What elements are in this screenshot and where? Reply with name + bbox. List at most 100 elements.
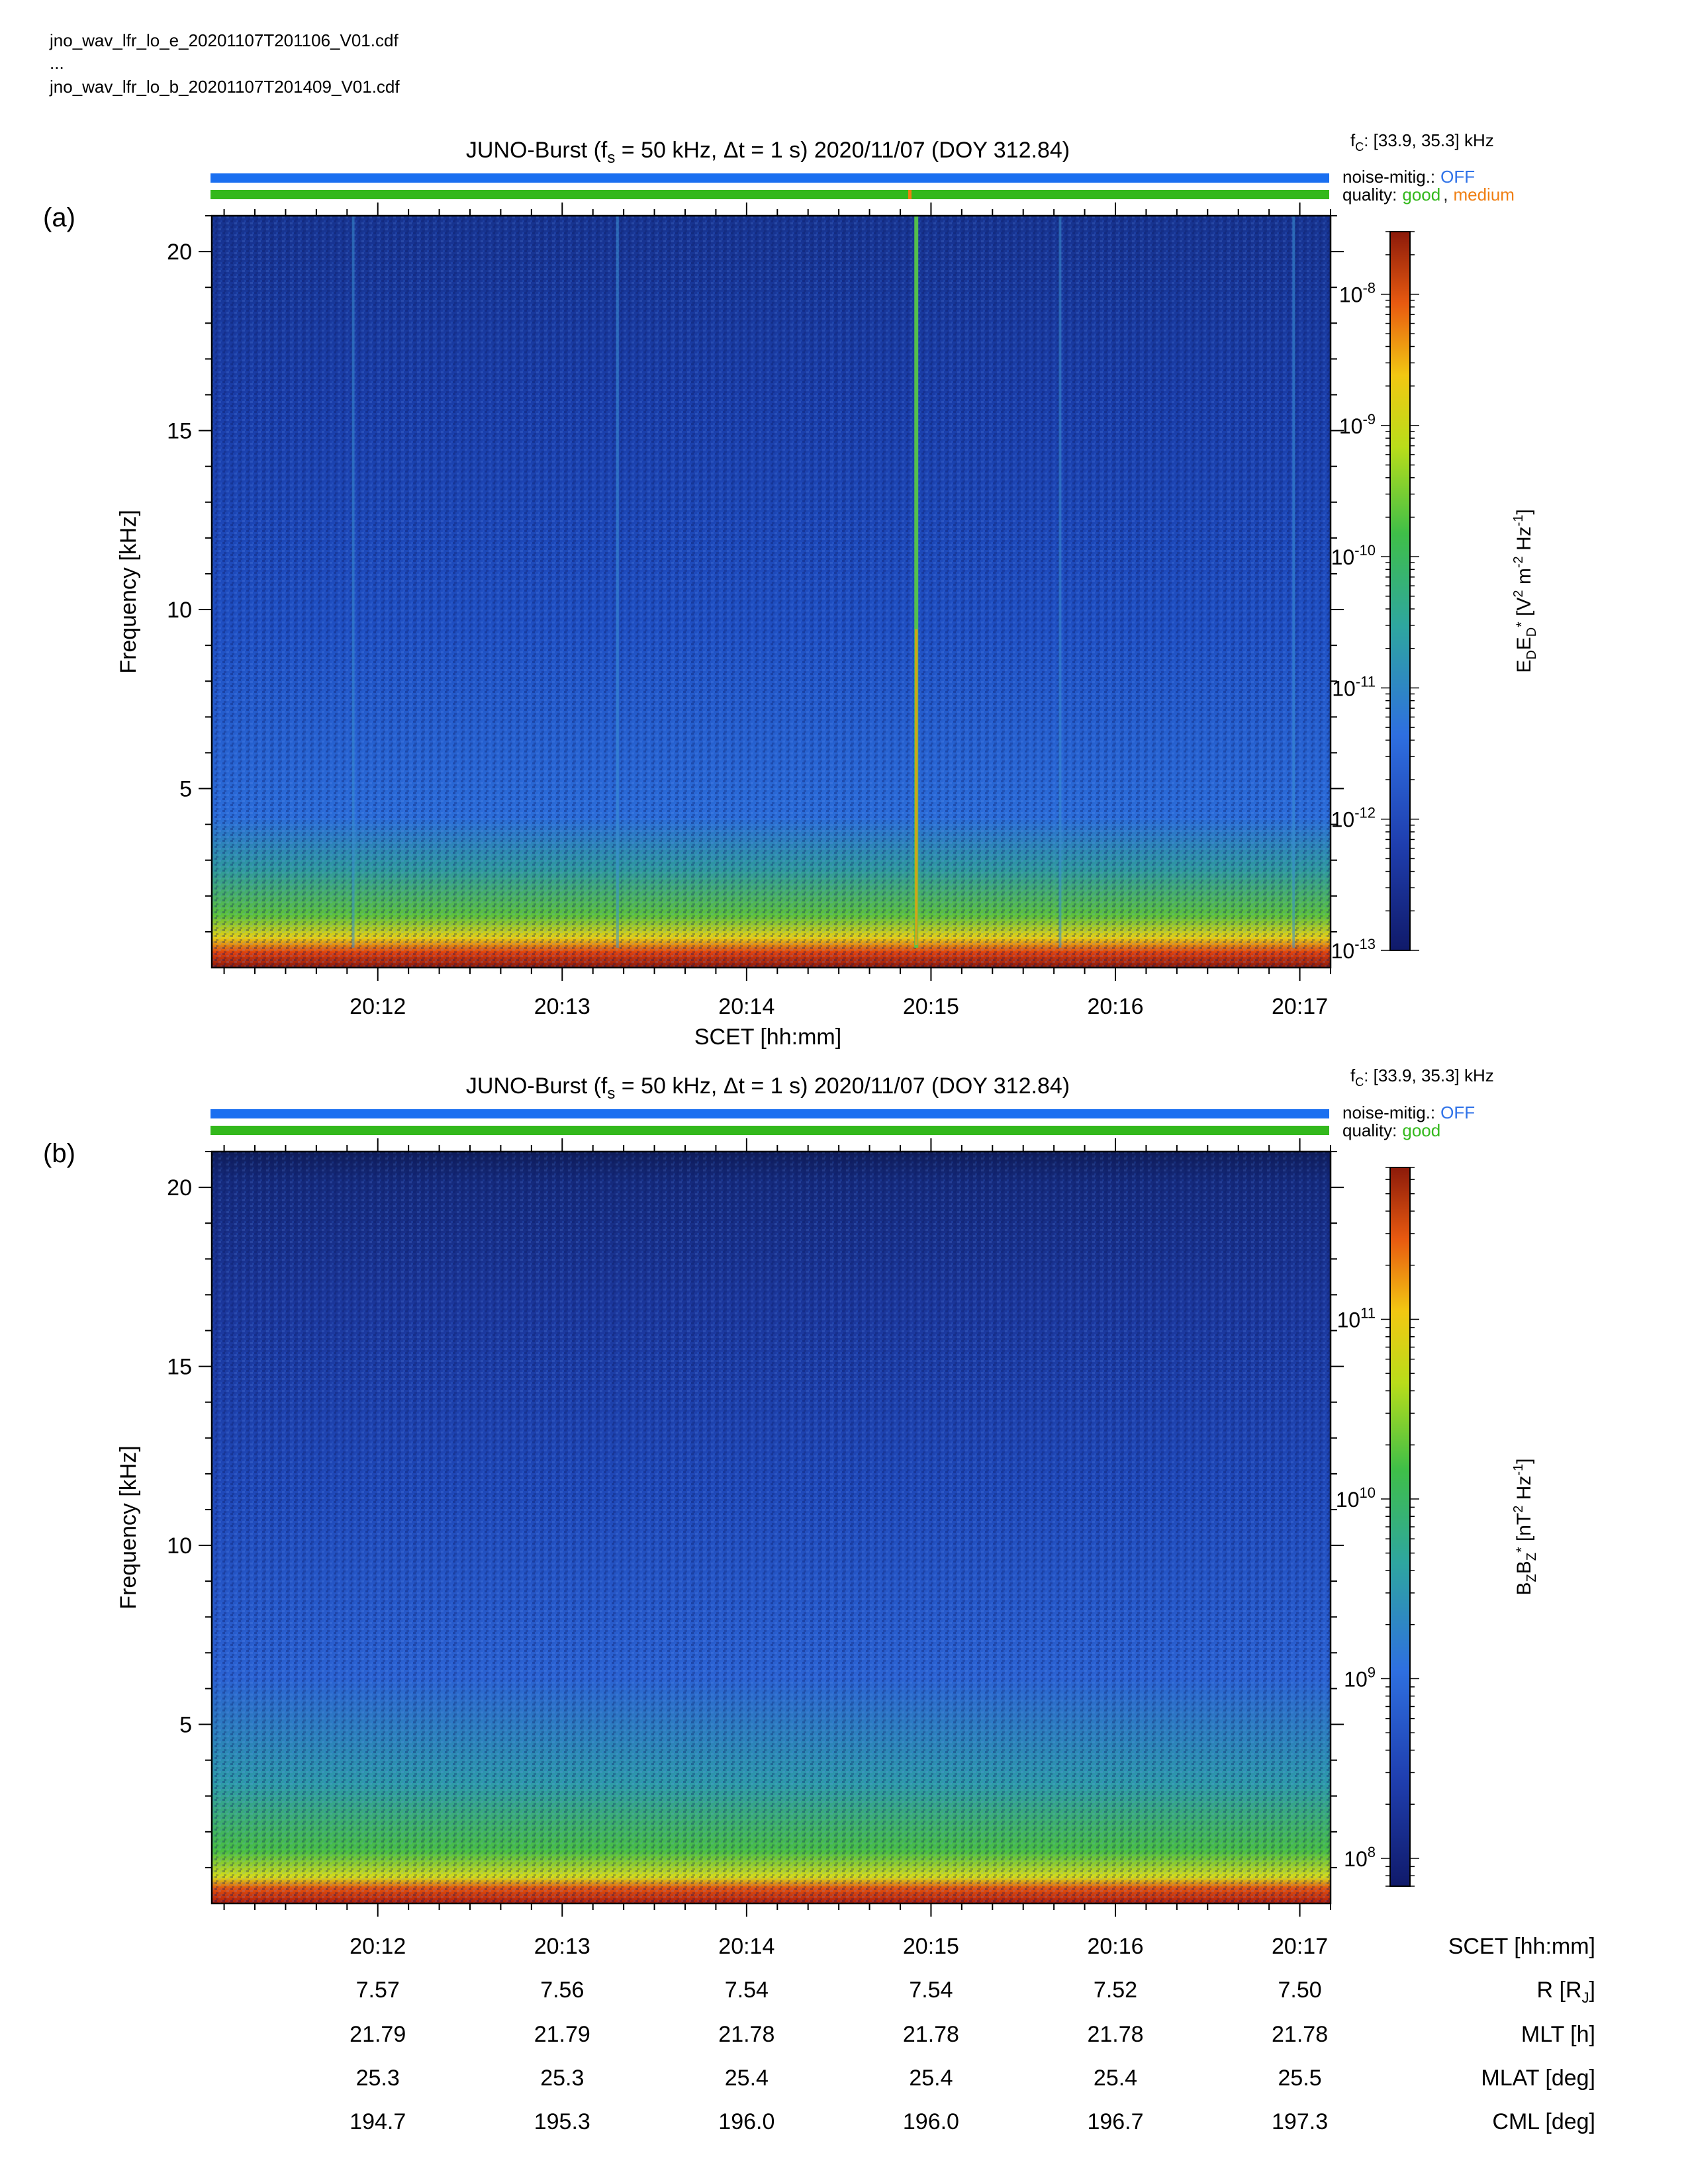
file-name-e: jno_wav_lfr_lo_e_20201107T201106_V01.cdf — [50, 30, 399, 50]
x-tick-label: 20:17 — [1272, 994, 1328, 1019]
ephemeris-cell: 21.78 — [1272, 2022, 1328, 2047]
panel-a-label: (a) — [43, 203, 75, 232]
bright-line — [1292, 216, 1295, 948]
ephemeris-row-label: MLAT [deg] — [1481, 2066, 1595, 2091]
x-tick-label: 20:13 — [534, 994, 590, 1019]
ephemeris-cell: 196.0 — [903, 2109, 959, 2134]
y-tick-label: 15 — [167, 1355, 192, 1380]
colorbar-tick-label: 10-9 — [1339, 411, 1376, 438]
colorbar-tick-label: 1011 — [1337, 1304, 1376, 1332]
y-tick-label: 5 — [179, 1713, 192, 1738]
panel-b: JUNO-Burst (fs = 50 kHz, Δt = 1 s) 2020/… — [43, 1066, 1539, 1917]
panel-b-colorbar-ticks: 1011 1010 109 108 — [1336, 1167, 1419, 1887]
bright-line — [616, 216, 619, 948]
ephemeris-cell: 7.50 — [1278, 1978, 1321, 2003]
y-tick-label: 10 — [167, 598, 192, 623]
y-tick-label: 10 — [167, 1533, 192, 1559]
ephemeris-cell: 7.57 — [356, 1978, 400, 2003]
y-tick-label: 20 — [167, 240, 192, 265]
bright-line — [352, 216, 355, 948]
ephemeris-cell: 7.56 — [540, 1978, 584, 2003]
ephemeris-cell: 25.4 — [909, 2066, 953, 2091]
ephemeris-cell: 25.3 — [540, 2066, 584, 2091]
panel-a-fc: fC: [33.9, 35.3] kHz — [1350, 130, 1494, 154]
panel-a-axes: 5 10 15 20 20:12 20:13 20:14 20:15 20:16 20:17 — [167, 203, 1344, 1019]
x-tick-label: 20:16 — [1087, 994, 1143, 1019]
file-name-b: jno_wav_lfr_lo_b_20201107T201409_V01.cdf — [50, 77, 400, 97]
y-tick-label: 20 — [167, 1175, 192, 1201]
ephemeris-cell: 195.3 — [534, 2109, 590, 2134]
panel-a-ylabel: Frequency [kHz] — [116, 510, 141, 674]
ephemeris-cell: 7.54 — [725, 1978, 769, 2003]
ephemeris-row-label: SCET [hh:mm] — [1448, 1934, 1595, 1959]
panel-a: JUNO-Burst (fs = 50 kHz, Δt = 1 s) 2020/… — [43, 130, 1539, 1050]
panel-a-title: JUNO-Burst (fs = 50 kHz, Δt = 1 s) 2020/… — [466, 138, 1070, 167]
ephemeris-cell: 25.5 — [1278, 2066, 1321, 2091]
ephemeris-row-label: CML [deg] — [1492, 2109, 1595, 2134]
panel-b-fc: fC: [33.9, 35.3] kHz — [1350, 1066, 1494, 1089]
panel-b-title: JUNO-Burst (fs = 50 kHz, Δt = 1 s) 2020/… — [466, 1073, 1070, 1103]
panel-b-axes: 5 10 15 20 — [167, 1138, 1344, 1917]
ephemeris-cell: 196.0 — [718, 2109, 774, 2134]
ephemeris-cell: 194.7 — [350, 2109, 406, 2134]
ephemeris-cell: 21.78 — [903, 2022, 959, 2047]
ephemeris-cell: 21.79 — [350, 2022, 406, 2047]
colorbar-tick-label: 10-8 — [1339, 280, 1376, 307]
panel-a-quality-legend: quality: good, medium — [1342, 185, 1515, 205]
panel-b-colorbar-label: BZBZ* [nT2 Hz-1] — [1511, 1459, 1539, 1596]
panel-a-quality-medium-mark — [908, 190, 912, 199]
panel-b-noise-bar — [211, 1109, 1329, 1118]
panel-a-noise-bar — [211, 173, 1329, 183]
panel-a-frame — [211, 214, 1332, 969]
colorbar-tick-label: 109 — [1344, 1664, 1376, 1691]
panel-b-label: (b) — [43, 1139, 75, 1168]
panel-a-bright-lines — [352, 216, 1295, 948]
ephemeris-cell: 20:12 — [350, 1934, 406, 1959]
panel-a-colorbar-label: EDED* [V2 m-2 Hz-1] — [1511, 509, 1539, 673]
colorbar-tick-label: 10-11 — [1332, 673, 1376, 700]
ephemeris-cell: 25.4 — [725, 2066, 769, 2091]
panel-b-ylabel: Frequency [kHz] — [116, 1445, 141, 1610]
panel-b-quality-legend: quality: good — [1342, 1120, 1440, 1140]
ephemeris-cell: 21.78 — [1087, 2022, 1143, 2047]
y-tick-label: 5 — [179, 777, 192, 802]
colorbar-tick-label: 10-10 — [1331, 542, 1376, 569]
ephemeris-table: 20:12 20:13 20:14 20:15 20:16 20:17 SCET [hh:m… — [350, 1934, 1595, 2134]
ephemeris-cell: 196.7 — [1087, 2109, 1143, 2134]
bright-line — [1058, 216, 1062, 948]
y-tick-label: 15 — [167, 419, 192, 444]
ephemeris-cell: 21.78 — [718, 2022, 774, 2047]
panel-a-xlabel: SCET [hh:mm] — [694, 1024, 841, 1050]
x-tick-label: 20:14 — [718, 994, 774, 1019]
ephemeris-cell: 20:15 — [903, 1934, 959, 1959]
ephemeris-cell: 7.54 — [909, 1978, 953, 2003]
ephemeris-row-label: R [RJ] — [1537, 1978, 1595, 2006]
ephemeris-cell: 20:14 — [718, 1934, 774, 1959]
ephemeris-cell: 197.3 — [1272, 2109, 1328, 2134]
panel-b-spectrogram-texture — [212, 1152, 1331, 1903]
panel-b-noise-legend: noise-mitig.: OFF — [1342, 1103, 1475, 1122]
panel-a-quality-bar — [211, 190, 1329, 199]
ephemeris-cell: 25.3 — [356, 2066, 400, 2091]
bright-line-core — [915, 629, 918, 945]
colorbar-tick-label: 10-13 — [1331, 936, 1376, 963]
x-tick-label: 20:15 — [903, 994, 959, 1019]
panel-a-colorbar — [1389, 231, 1411, 951]
panel-b-frame — [211, 1150, 1332, 1905]
panel-a-colorbar-ticks: 10-8 10-9 10-10 10-11 10-12 10-13 — [1331, 231, 1419, 963]
panel-b-colorbar — [1389, 1167, 1411, 1887]
panel-b-quality-bar — [211, 1126, 1329, 1135]
x-tick-label: 20:12 — [350, 994, 406, 1019]
panel-a-spectrogram-texture — [212, 216, 1331, 968]
colorbar-tick-label: 1010 — [1336, 1484, 1376, 1512]
colorbar-tick-label: 10-12 — [1331, 805, 1376, 832]
ephemeris-cell: 20:17 — [1272, 1934, 1328, 1959]
ephemeris-cell: 25.4 — [1094, 2066, 1137, 2091]
ephemeris-cell: 20:13 — [534, 1934, 590, 1959]
panel-a-noise-legend: noise-mitig.: OFF — [1342, 167, 1475, 187]
ephemeris-cell: 7.52 — [1094, 1978, 1137, 2003]
bright-line — [914, 216, 919, 948]
file-ellipsis: ... — [50, 53, 64, 73]
ephemeris-cell: 21.79 — [534, 2022, 590, 2047]
